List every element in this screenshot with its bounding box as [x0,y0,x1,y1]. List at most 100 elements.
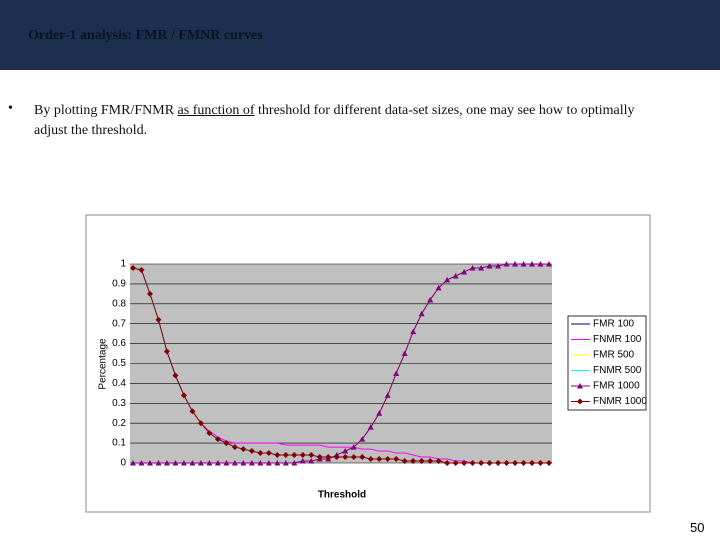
marker [418,310,425,317]
bullet-text: By plotting FMR/FNMR as function of thre… [34,101,664,141]
marker [146,460,153,466]
marker [206,460,213,466]
marker [240,460,247,466]
marker [410,458,417,465]
marker [393,370,400,376]
marker [469,460,476,466]
marker [520,460,527,466]
marker [512,261,519,267]
marker [163,348,170,355]
marker [401,458,408,465]
marker [197,460,204,466]
legend-label: FMR 100 [593,319,635,330]
marker [350,444,357,450]
marker [418,458,425,465]
legend-label: FNMR 100 [593,334,642,345]
marker [308,458,315,464]
marker [342,454,349,461]
marker [291,452,298,459]
marker [452,272,459,279]
y-axis-label: Percentage [98,338,109,390]
marker [316,454,323,461]
marker [435,458,442,465]
marker [223,460,230,466]
marker [155,460,162,466]
y-tick-label: 1 [120,259,126,270]
marker [478,264,485,271]
header-band [0,0,720,70]
marker [393,456,400,463]
y-tick-label: 0.6 [112,338,126,349]
marker [248,460,255,466]
marker [172,460,179,466]
legend-label: FNMR 1000 [593,396,647,407]
marker [427,296,434,303]
marker [359,454,366,461]
legend-marker [577,398,583,405]
bullet: • [8,101,13,116]
marker [359,436,366,442]
marker [469,264,476,271]
marker [435,284,442,291]
marker [503,460,510,466]
y-tick-label: 0.1 [112,438,126,449]
marker [282,460,289,466]
marker [546,261,552,267]
legend-label: FMR 1000 [593,381,640,392]
marker [180,460,187,466]
marker [546,460,552,466]
marker [529,460,536,466]
marker [461,460,468,466]
marker [367,456,374,463]
marker [155,316,162,323]
marker [325,454,332,461]
marker [376,410,383,416]
marker [452,460,459,466]
marker [138,266,145,273]
marker [206,430,213,437]
marker [537,460,544,466]
marker [342,448,349,454]
legend-label: FNMR 500 [593,365,642,376]
y-tick-label: 0.3 [112,398,126,409]
marker [376,456,383,463]
marker [444,276,451,283]
marker [138,460,145,466]
marker [367,424,374,430]
marker [503,261,510,267]
marker [257,460,264,466]
y-tick-label: 0.9 [112,279,126,290]
x-axis-label: Threshold [318,490,366,501]
marker [214,436,221,443]
y-tick-label: 0.8 [112,298,126,309]
marker [308,452,315,459]
legend-marker [577,383,583,389]
marker [163,460,170,466]
marker [486,460,493,466]
marker [478,460,485,466]
marker [257,450,264,457]
marker [299,458,306,464]
marker [180,392,187,399]
marker [240,446,247,453]
legend-label: FMR 500 [593,350,635,361]
marker [384,392,391,398]
marker [350,454,357,461]
y-tick-label: 0.2 [112,418,126,429]
marker [427,458,434,465]
marker [172,372,179,379]
marker [461,268,468,275]
marker [384,456,391,463]
page-number: 50 [690,520,705,535]
marker [231,460,238,466]
y-tick-label: 0.5 [112,358,126,369]
marker [495,460,502,466]
marker [529,261,536,267]
legend-box [567,315,647,411]
marker [401,350,408,357]
y-tick-label: 0 [120,458,126,469]
marker [410,328,417,335]
text: as function of [177,103,255,118]
marker [146,290,153,297]
